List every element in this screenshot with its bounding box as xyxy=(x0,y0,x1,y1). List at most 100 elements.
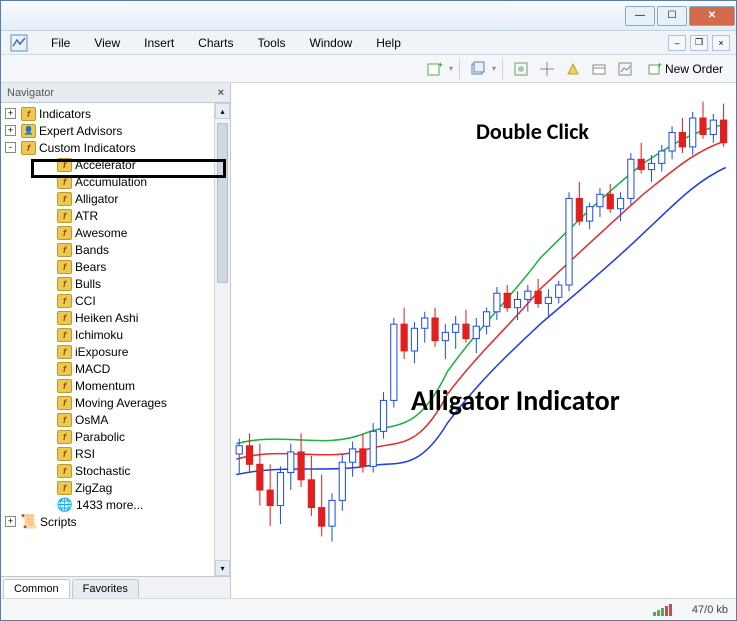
scrollbar[interactable]: ▴ ▾ xyxy=(214,103,230,576)
tree-item-atr[interactable]: fATR xyxy=(1,207,230,224)
scroll-down-button[interactable]: ▾ xyxy=(215,560,230,576)
tree-item-moving-averages[interactable]: fMoving Averages xyxy=(1,394,230,411)
indicator-icon: f xyxy=(57,311,72,325)
tree-label: RSI xyxy=(75,447,95,461)
menu-view[interactable]: View xyxy=(82,33,132,53)
expert-advisor-icon: 👤 xyxy=(21,124,36,138)
indicator-icon: f xyxy=(21,141,36,155)
new-chart-button[interactable]: + xyxy=(423,58,447,80)
minimize-button[interactable]: — xyxy=(625,6,655,26)
indicator-icon: f xyxy=(57,209,72,223)
mdi-minimize-button[interactable]: – xyxy=(668,35,686,51)
tree-item-heiken-ashi[interactable]: fHeiken Ashi xyxy=(1,309,230,326)
tree-item-parabolic[interactable]: fParabolic xyxy=(1,428,230,445)
menu-window[interactable]: Window xyxy=(298,33,365,53)
tree-label: Moving Averages xyxy=(75,396,167,410)
market-watch-button[interactable] xyxy=(509,58,533,80)
svg-text:+: + xyxy=(438,61,443,70)
tree-label: Accelerator xyxy=(75,158,136,172)
statusbar: 47/0 kb xyxy=(1,598,736,620)
menu-file[interactable]: File xyxy=(39,33,82,53)
tree-item-stochastic[interactable]: fStochastic xyxy=(1,462,230,479)
mdi-restore-button[interactable]: ❐ xyxy=(690,35,708,51)
tab-common[interactable]: Common xyxy=(3,579,70,598)
tree-label: Expert Advisors xyxy=(39,124,122,138)
strategy-tester-button[interactable] xyxy=(613,58,637,80)
tree-item-awesome[interactable]: fAwesome xyxy=(1,224,230,241)
new-order-label: New Order xyxy=(665,62,723,76)
indicator-icon: f xyxy=(57,175,72,189)
expander-icon[interactable]: + xyxy=(5,108,16,119)
tree-item-iexposure[interactable]: fiExposure xyxy=(1,343,230,360)
tree-indicators[interactable]: +fIndicators xyxy=(1,105,230,122)
tree-label: Bands xyxy=(75,243,109,257)
toolbar: + ▾ ▾ + New Order xyxy=(1,55,736,83)
tree-item-alligator[interactable]: fAlligator xyxy=(1,190,230,207)
close-button[interactable]: ✕ xyxy=(689,6,735,26)
expander-icon[interactable]: + xyxy=(5,125,16,136)
expander-icon[interactable]: - xyxy=(5,142,16,153)
profiles-button[interactable] xyxy=(466,58,490,80)
titlebar: — ☐ ✕ xyxy=(1,1,736,31)
tree-scripts[interactable]: +📜Scripts xyxy=(1,513,230,530)
connection-bars-icon xyxy=(653,604,672,616)
tree-item-bears[interactable]: fBears xyxy=(1,258,230,275)
tree-item-macd[interactable]: fMACD xyxy=(1,360,230,377)
indicator-icon: f xyxy=(57,464,72,478)
navigator-close-button[interactable]: × xyxy=(218,87,224,99)
menu-insert[interactable]: Insert xyxy=(132,33,186,53)
tree-item-bands[interactable]: fBands xyxy=(1,241,230,258)
menu-charts[interactable]: Charts xyxy=(186,33,245,53)
tree-label: Accumulation xyxy=(75,175,147,189)
maximize-button[interactable]: ☐ xyxy=(657,6,687,26)
indicator-icon: f xyxy=(57,243,72,257)
scroll-up-button[interactable]: ▴ xyxy=(215,103,230,119)
tree-item-accelerator[interactable]: fAccelerator xyxy=(1,156,230,173)
tree-more[interactable]: 🌐1433 more... xyxy=(1,496,230,513)
indicator-icon: f xyxy=(57,328,72,342)
tree-item-osma[interactable]: fOsMA xyxy=(1,411,230,428)
tree-label: Heiken Ashi xyxy=(75,311,138,325)
menu-help[interactable]: Help xyxy=(364,33,413,53)
expander-icon[interactable]: + xyxy=(5,516,16,527)
navigator-button[interactable] xyxy=(561,58,585,80)
tree-custom-indicators[interactable]: -fCustom Indicators xyxy=(1,139,230,156)
tree-label: 1433 more... xyxy=(76,498,143,512)
tree-label: ZigZag xyxy=(75,481,112,495)
tree-label: Parabolic xyxy=(75,430,125,444)
indicator-icon: f xyxy=(21,107,36,121)
navigator-panel: Navigator × +fIndicators+👤Expert Advisor… xyxy=(1,83,231,598)
app-icon xyxy=(9,33,29,53)
tree-item-momentum[interactable]: fMomentum xyxy=(1,377,230,394)
indicator-icon: f xyxy=(57,192,72,206)
menu-tools[interactable]: Tools xyxy=(246,33,298,53)
terminal-button[interactable] xyxy=(587,58,611,80)
tree-label: iExposure xyxy=(75,345,128,359)
tab-favorites[interactable]: Favorites xyxy=(72,579,139,598)
tree-item-ichimoku[interactable]: fIchimoku xyxy=(1,326,230,343)
tree-item-bulls[interactable]: fBulls xyxy=(1,275,230,292)
tree-label: ATR xyxy=(75,209,98,223)
globe-icon: 🌐 xyxy=(57,497,73,512)
tree-item-accumulation[interactable]: fAccumulation xyxy=(1,173,230,190)
navigator-tree[interactable]: +fIndicators+👤Expert Advisors-fCustom In… xyxy=(1,103,230,576)
tree-item-rsi[interactable]: fRSI xyxy=(1,445,230,462)
tree-label: Stochastic xyxy=(75,464,130,478)
indicator-icon: f xyxy=(57,260,72,274)
tree-item-zigzag[interactable]: fZigZag xyxy=(1,479,230,496)
chart-svg xyxy=(231,83,736,567)
tree-label: MACD xyxy=(75,362,110,376)
chart-area[interactable]: Double Click Alligator Indicator xyxy=(231,83,736,598)
tree-item-cci[interactable]: fCCI xyxy=(1,292,230,309)
tree-label: Ichimoku xyxy=(75,328,123,342)
tree-label: OsMA xyxy=(75,413,108,427)
tree-label: Custom Indicators xyxy=(39,141,136,155)
tree-label: Awesome xyxy=(75,226,127,240)
tree-expert-advisors[interactable]: + 👤Expert Advisors xyxy=(1,122,230,139)
crosshair-button[interactable] xyxy=(535,58,559,80)
indicator-icon: f xyxy=(57,379,72,393)
mdi-close-button[interactable]: × xyxy=(712,35,730,51)
scrollbar-thumb[interactable] xyxy=(217,123,228,283)
new-order-button[interactable]: + New Order xyxy=(639,58,732,80)
tree-label: CCI xyxy=(75,294,96,308)
